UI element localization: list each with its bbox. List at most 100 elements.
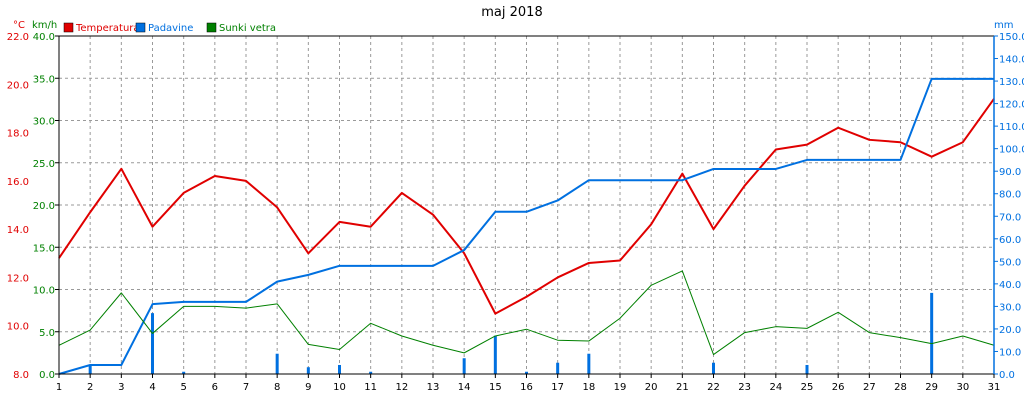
series-line-wind [58,270,995,356]
x-tick-label: 23 [738,382,751,393]
legend-swatch-temperature [63,22,74,33]
x-tick-label: 18 [582,382,595,393]
legend-swatch-wind [206,22,217,33]
x-tick-label: 29 [925,382,938,393]
x-tick-label: 3 [118,382,124,393]
precip-bar [587,353,591,374]
precip-tick-label: 130.0 [999,77,1024,88]
x-tick-label: 12 [395,382,408,393]
precip-bar [369,371,373,374]
precip-bar [712,362,715,374]
x-tick-label: 2 [87,382,93,393]
precip-bar [930,292,934,374]
precip-bar [275,353,279,374]
grid [59,36,994,374]
precip-bar [182,371,186,374]
wind-axis-unit: km/h [32,20,57,31]
legend: Temperatura Padavine Sunki vetra [63,22,276,34]
wind-tick-label: 0.0 [39,370,55,381]
precip-tick-label: 150.0 [999,32,1024,43]
temp-tick-label: 22.0 [7,32,29,43]
precip-tick-label: 20.0 [999,325,1021,336]
precip-tick-label: 110.0 [999,122,1024,133]
wind-tick-label: 35.0 [33,74,55,85]
wind-tick-label: 15.0 [33,243,55,254]
temp-tick-label: 16.0 [7,177,29,188]
series-line-precip [58,77,994,375]
legend-label-precip: Padavine [148,23,193,34]
precip-tick-label: 140.0 [999,55,1024,66]
x-tick-label: 30 [956,382,969,393]
x-tick-label: 27 [863,382,876,393]
precip-bar [556,362,560,374]
precip-bar [151,313,154,374]
precip-bar [462,358,466,374]
temp-tick-label: 14.0 [7,225,29,236]
x-tick-label: 8 [274,382,280,393]
temp-tick-label: 8.0 [13,370,29,381]
x-tick-label: 25 [801,382,814,393]
legend-swatch-precip [135,22,146,33]
precip-bars [88,292,934,374]
x-tick-label: 20 [645,382,658,393]
precip-tick-label: 0.0 [999,370,1015,381]
x-tick-label: 13 [427,382,440,393]
precip-bar [493,335,497,374]
x-tick-label: 31 [988,382,1001,393]
precip-bar [525,371,528,374]
temp-axis-unit: °C [13,20,25,31]
precip-tick-label: 70.0 [999,212,1021,223]
temp-axis-ticks: 8.0 10.0 12.0 14.0 16.0 18.0 20.0 22.0 [7,32,29,381]
x-tick-label: 26 [832,382,845,393]
x-tick-label: 16 [520,382,533,393]
x-tick-label: 7 [243,382,249,393]
series-line-temp [58,98,995,315]
precip-bar [306,367,310,374]
precip-tick-label: 30.0 [999,302,1021,313]
wind-tick-label: 10.0 [33,286,55,297]
x-tick-label: 15 [489,382,502,393]
precip-tick-label: 50.0 [999,257,1021,268]
chart-title: maj 2018 [481,5,542,20]
precip-tick-label: 120.0 [999,100,1024,111]
x-axis-ticks: 1 2 3 4 5 6 7 8 9 10 11 12 13 14 15 16 17 18 19 20 21 22 23 24 2… [56,374,1001,393]
precip-tick-label: 40.0 [999,280,1021,291]
temp-tick-label: 12.0 [7,273,29,284]
precip-bar [338,364,341,374]
x-tick-label: 9 [305,382,311,393]
wind-tick-label: 20.0 [33,201,55,212]
x-tick-label: 19 [614,382,627,393]
x-tick-label: 14 [458,382,471,393]
x-tick-label: 1 [56,382,62,393]
x-tick-label: 6 [212,382,218,393]
precip-tick-label: 10.0 [999,347,1021,358]
precip-bar [805,364,809,374]
precip-axis-unit: mm [994,20,1013,31]
x-tick-label: 11 [364,382,377,393]
temp-tick-label: 20.0 [7,80,29,91]
x-tick-label: 5 [180,382,186,393]
wind-tick-label: 40.0 [33,32,55,43]
wind-axis-ticks: 0.0 5.0 10.0 15.0 20.0 25.0 30.0 35.0 40.0 [33,32,59,381]
precip-axis-ticks: 0.0 10.0 20.0 30.0 40.0 50.0 60.0 70.0 80.0 90.0 1… [994,32,1024,381]
x-tick-label: 4 [149,382,155,393]
x-tick-label: 28 [894,382,907,393]
series-lines [58,77,995,375]
legend-label-wind: Sunki vetra [219,23,276,34]
x-tick-label: 17 [551,382,564,393]
precip-tick-label: 90.0 [999,167,1021,178]
x-tick-label: 22 [707,382,720,393]
temp-tick-label: 10.0 [7,322,29,333]
precip-tick-label: 100.0 [999,145,1024,156]
precip-bar [88,364,92,374]
x-tick-label: 21 [676,382,689,393]
x-tick-label: 24 [769,382,782,393]
x-tick-label: 10 [333,382,346,393]
legend-label-temperature: Temperatura [75,23,140,34]
wind-tick-label: 30.0 [33,117,55,128]
precip-tick-label: 80.0 [999,190,1021,201]
wind-tick-label: 5.0 [39,328,55,339]
wind-tick-label: 25.0 [33,159,55,170]
temp-tick-label: 18.0 [7,129,29,140]
